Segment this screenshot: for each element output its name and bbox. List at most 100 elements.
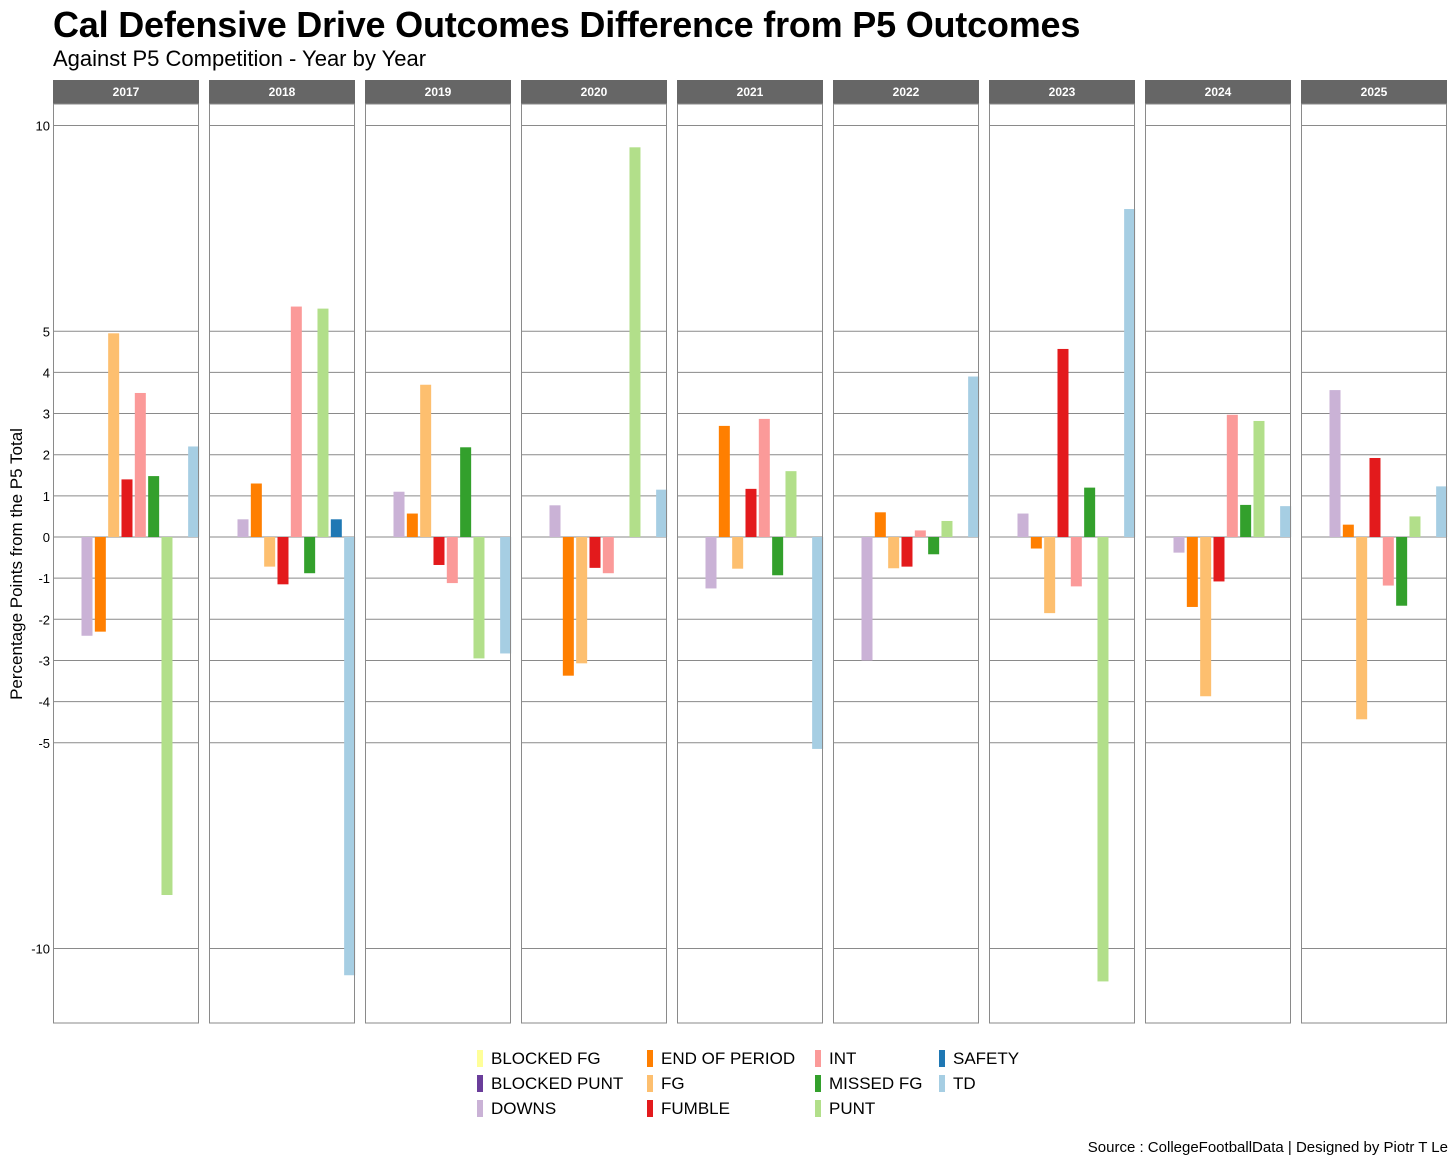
facet-strip <box>989 80 1135 104</box>
bar <box>914 530 926 537</box>
bar <box>941 520 953 537</box>
facet-panel <box>1301 104 1447 1023</box>
bar <box>589 537 601 568</box>
bar <box>393 491 405 537</box>
bar <box>237 519 249 537</box>
bar <box>656 489 668 537</box>
bar <box>1084 487 1096 537</box>
bar <box>705 537 717 589</box>
bar <box>1342 524 1354 537</box>
legend-item: FUMBLE <box>642 1096 810 1121</box>
facet-panel-border <box>209 103 355 1024</box>
facet-strip <box>53 80 199 104</box>
bar <box>576 537 588 664</box>
bar <box>1382 537 1394 586</box>
bar <box>1240 504 1252 537</box>
bar <box>1057 348 1069 537</box>
facet-strip-label: 2023 <box>1049 85 1076 99</box>
legend-label: PUNT <box>829 1098 876 1118</box>
bar <box>277 537 289 585</box>
bar <box>290 306 302 537</box>
legend-item: FG <box>642 1071 810 1096</box>
legend-swatch <box>477 1075 483 1092</box>
legend-swatch <box>939 1050 945 1067</box>
facet-panel-border <box>833 103 979 1024</box>
y-tick-label: 5 <box>43 324 50 339</box>
bar <box>148 476 160 537</box>
legend: BLOCKED FG BLOCKED PUNT DOWNS END OF PERIOD… <box>472 1046 1054 1121</box>
facet-panel <box>53 104 199 1023</box>
facet-panel <box>989 104 1135 1023</box>
legend-label: SAFETY <box>953 1048 1020 1068</box>
facet-panel-border <box>677 103 823 1024</box>
legend-item: MISSED FG <box>810 1071 934 1096</box>
bar <box>1396 537 1408 606</box>
y-tick-label: -4 <box>38 695 50 710</box>
bar <box>1070 537 1082 587</box>
bar <box>134 392 146 537</box>
y-tick-label: 3 <box>43 407 50 422</box>
y-tick-label: -5 <box>38 736 50 751</box>
bar <box>1369 457 1381 537</box>
legend-label: MISSED FG <box>829 1073 923 1093</box>
bar <box>460 447 472 537</box>
bar <box>901 537 913 567</box>
facet-strip-label: 2024 <box>1205 85 1232 99</box>
bar <box>1213 537 1225 582</box>
facet-panel-border <box>53 103 199 1024</box>
bar <box>473 537 485 659</box>
bar <box>250 483 262 537</box>
bar <box>161 537 173 896</box>
legend-item: BLOCKED FG <box>472 1046 642 1071</box>
legend-item: BLOCKED PUNT <box>472 1071 642 1096</box>
facet-strip-label: 2025 <box>1361 85 1388 99</box>
legend-swatch <box>647 1050 653 1067</box>
bar <box>1329 390 1341 537</box>
y-tick-label: -3 <box>38 653 50 668</box>
facet-panel-border <box>1301 103 1447 1024</box>
legend-item: INT <box>810 1046 934 1071</box>
facet-strip <box>1145 80 1291 104</box>
facet-strip-label: 2021 <box>737 85 764 99</box>
bar <box>1017 513 1029 537</box>
bar <box>433 537 445 565</box>
legend-swatch <box>647 1075 653 1092</box>
legend-swatch <box>815 1100 821 1117</box>
facet-panel-border <box>365 103 511 1024</box>
y-tick-label: -10 <box>31 942 50 957</box>
bar <box>304 537 316 574</box>
y-tick-label: -1 <box>38 571 50 586</box>
bar <box>1200 537 1212 697</box>
bar <box>330 519 342 537</box>
y-tick-label: 10 <box>36 119 50 134</box>
bar <box>928 537 940 555</box>
legend-item: TD <box>934 1071 1054 1096</box>
bar <box>758 418 770 537</box>
bar <box>1226 414 1238 537</box>
facet-panel-border <box>1145 103 1291 1024</box>
bar <box>888 537 900 569</box>
legend-label: DOWNS <box>491 1098 557 1118</box>
bar <box>1409 516 1421 537</box>
y-tick-label: 0 <box>43 530 50 545</box>
bar <box>1356 537 1368 720</box>
legend-swatch <box>477 1100 483 1117</box>
bar <box>745 488 757 537</box>
facet-strip <box>209 80 355 104</box>
legend-swatch <box>647 1100 653 1117</box>
facet-strip-label: 2018 <box>269 85 296 99</box>
bar <box>1253 420 1265 537</box>
bar <box>562 537 574 676</box>
bar <box>420 384 432 537</box>
y-tick-label: 2 <box>43 448 50 463</box>
source-caption: Source : CollegeFootballData | Designed … <box>1087 1139 1448 1156</box>
facet-strip-label: 2020 <box>581 85 608 99</box>
facet-strip <box>677 80 823 104</box>
bar <box>874 512 886 537</box>
bar <box>344 537 356 976</box>
bar <box>1097 537 1109 982</box>
bar <box>549 505 561 537</box>
facet-strip <box>833 80 979 104</box>
bar <box>718 425 730 537</box>
